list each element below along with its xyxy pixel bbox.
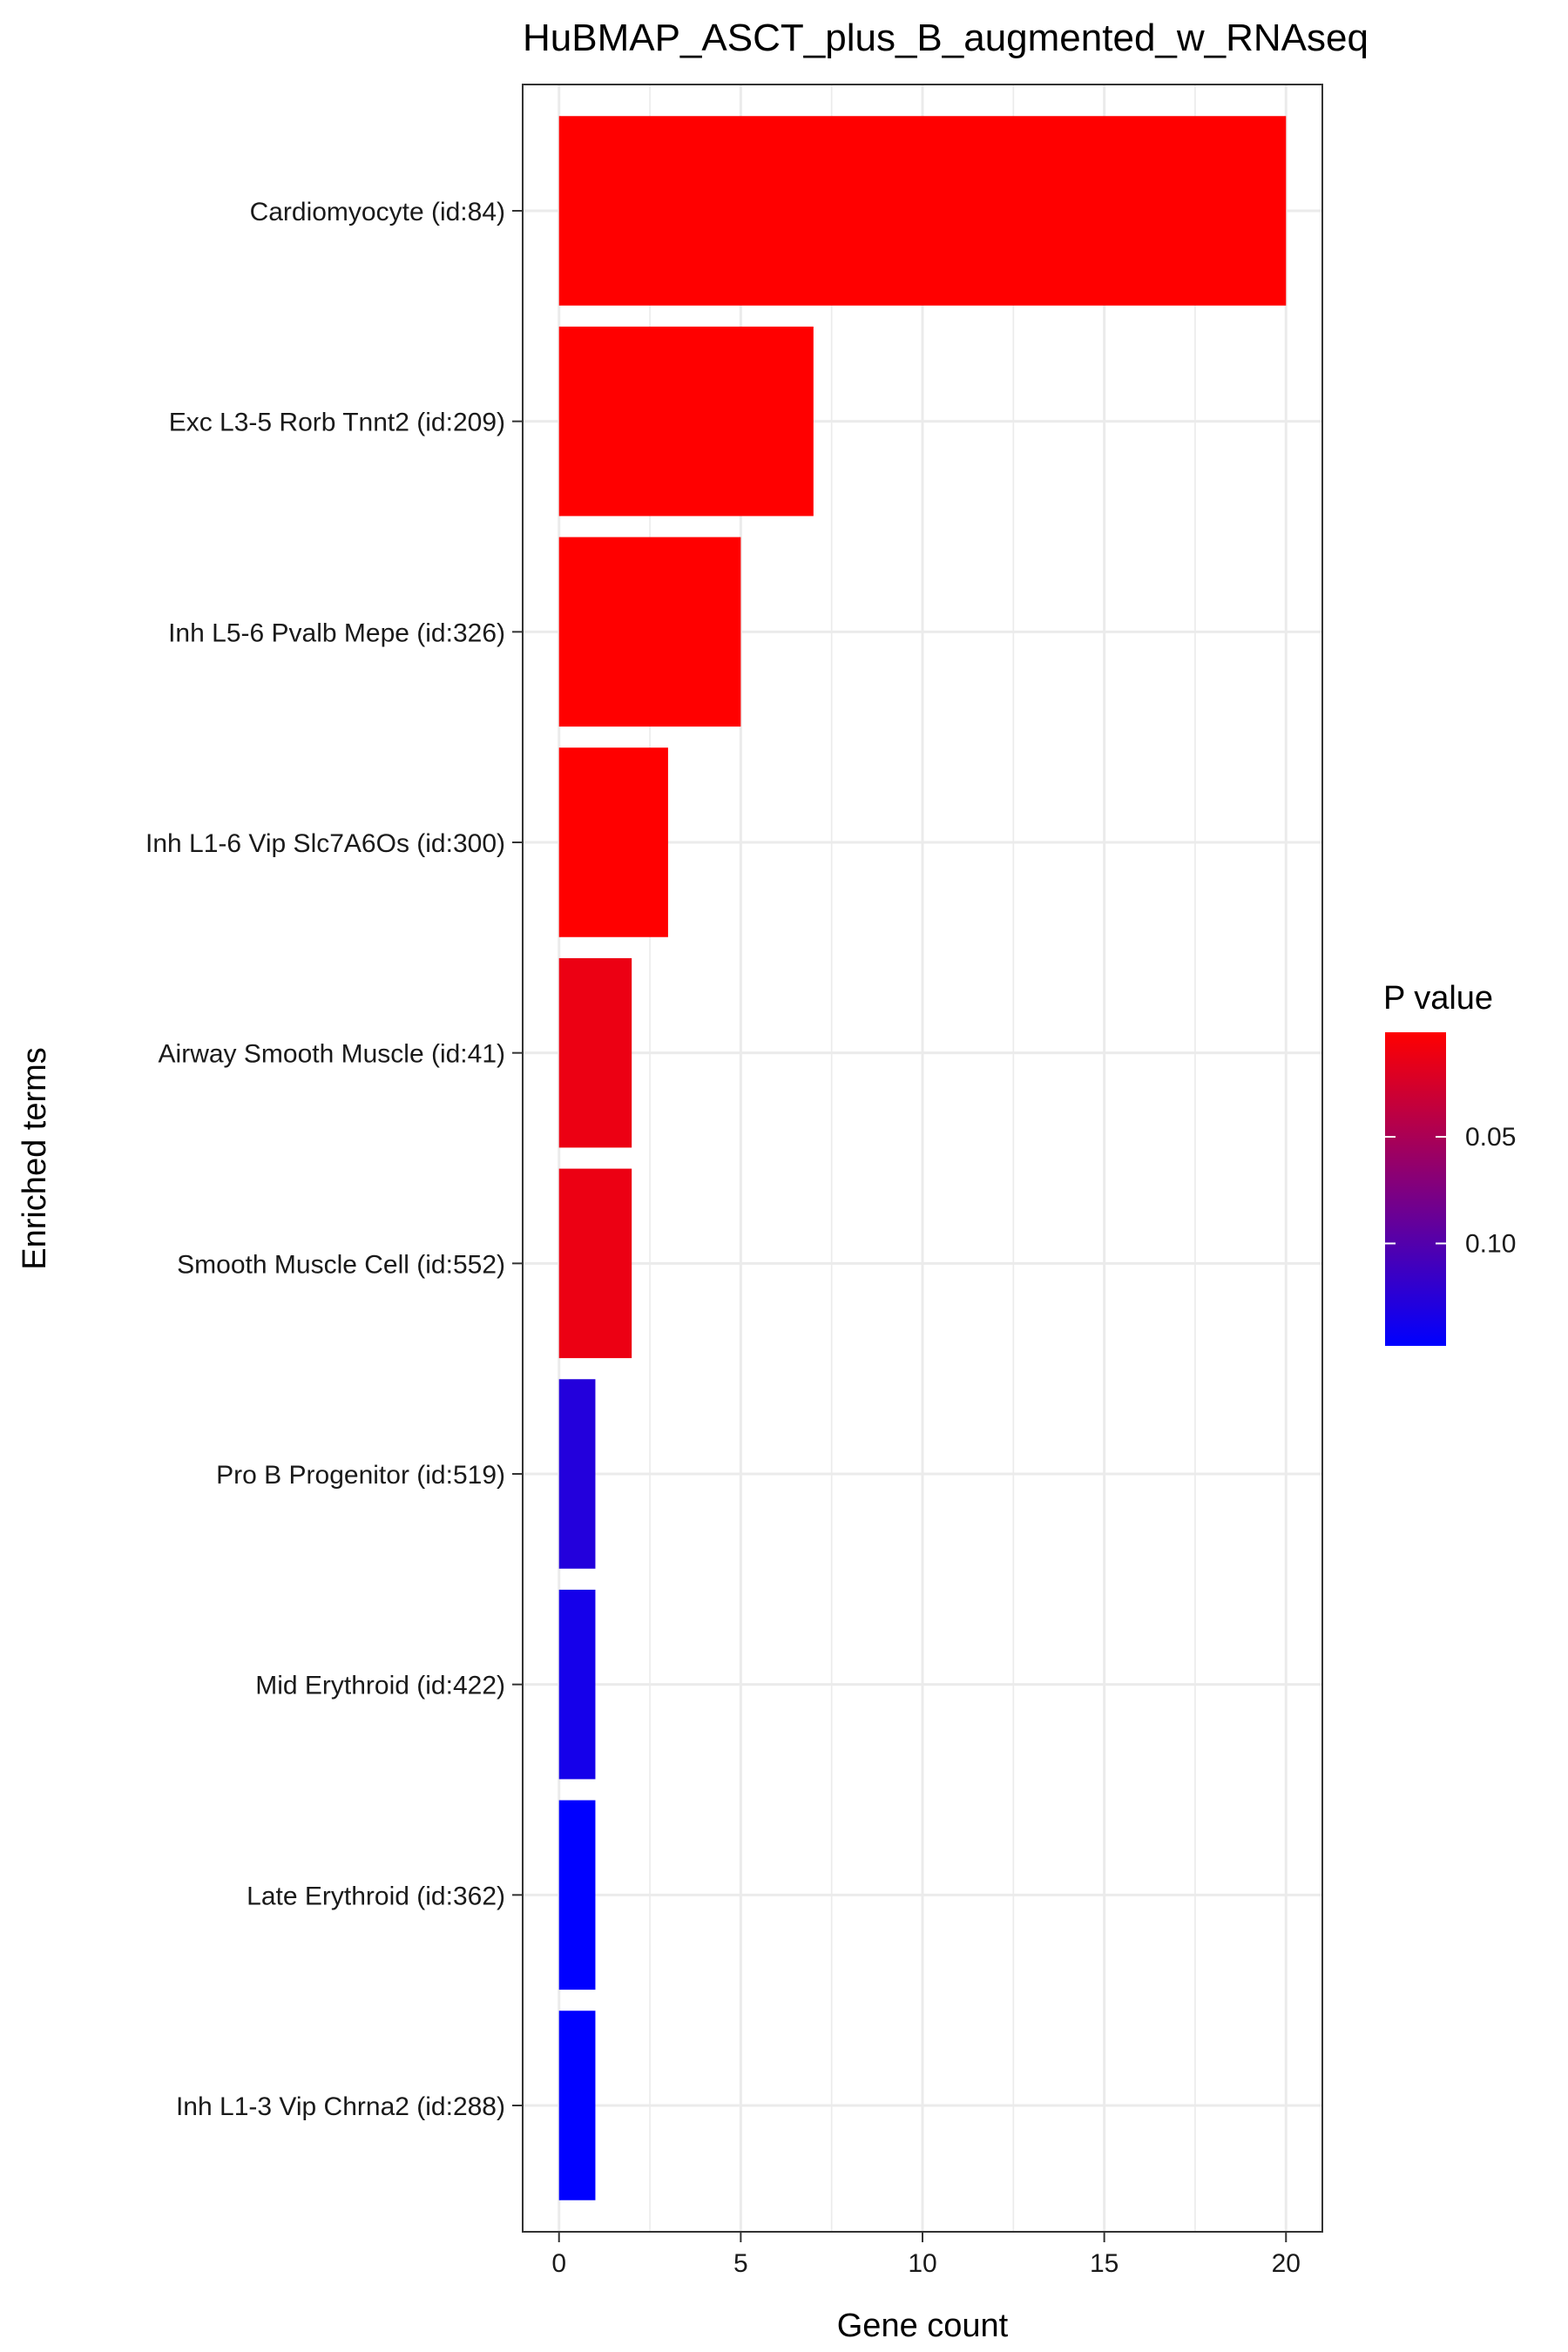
legend-tick-label: 0.10 xyxy=(1465,1229,1516,1258)
bar xyxy=(558,1589,596,1780)
y-axis-title: Enriched terms xyxy=(17,1047,53,1270)
bar xyxy=(558,1168,632,1359)
y-tick-label: Cardiomyocyte (id:84) xyxy=(250,198,505,226)
x-tick-label: 10 xyxy=(908,2249,936,2278)
y-tick-label: Smooth Muscle Cell (id:552) xyxy=(177,1250,505,1279)
bar xyxy=(558,1379,596,1569)
y-axis: Cardiomyocyte (id:84) Exc L3-5 Rorb Tnnt2… xyxy=(145,198,523,2121)
x-tick-label: 5 xyxy=(733,2249,748,2278)
legend-tick-label: 0.05 xyxy=(1465,1123,1516,1152)
x-axis: 0 5 10 15 20 xyxy=(551,2232,1301,2278)
bar xyxy=(558,1800,596,1990)
bar xyxy=(558,326,814,517)
legend-title: P value xyxy=(1383,980,1493,1017)
bar xyxy=(558,747,668,937)
y-tick-label: Inh L5-6 Pvalb Mepe (id:326) xyxy=(168,618,505,647)
y-tick-label: Pro B Progenitor (id:519) xyxy=(216,1461,505,1490)
chart-title: HuBMAP_ASCT_plus_B_augmented_w_RNAseq xyxy=(523,17,1369,59)
x-tick-label: 20 xyxy=(1272,2249,1301,2278)
y-tick-label: Mid Erythroid (id:422) xyxy=(255,1672,505,1700)
y-tick-label: Exc L3-5 Rorb Tnnt2 (id:209) xyxy=(169,409,505,437)
legend-colorbar xyxy=(1385,1032,1446,1346)
x-axis-title: Gene count xyxy=(837,2308,1009,2344)
y-tick-label: Airway Smooth Muscle (id:41) xyxy=(159,1040,505,1069)
legend: P value 0.05 0.10 xyxy=(1383,980,1516,1346)
bar xyxy=(558,957,632,1148)
x-tick-label: 0 xyxy=(551,2249,566,2278)
bar xyxy=(558,537,741,727)
bar xyxy=(558,116,1287,306)
y-tick-label: Inh L1-6 Vip Slc7A6Os (id:300) xyxy=(145,829,505,858)
bar xyxy=(558,2011,596,2200)
x-tick-label: 15 xyxy=(1090,2249,1119,2278)
y-tick-label: Inh L1-3 Vip Chrna2 (id:288) xyxy=(176,2092,505,2121)
bars xyxy=(558,116,1287,2200)
y-tick-label: Late Erythroid (id:362) xyxy=(247,1882,505,1910)
